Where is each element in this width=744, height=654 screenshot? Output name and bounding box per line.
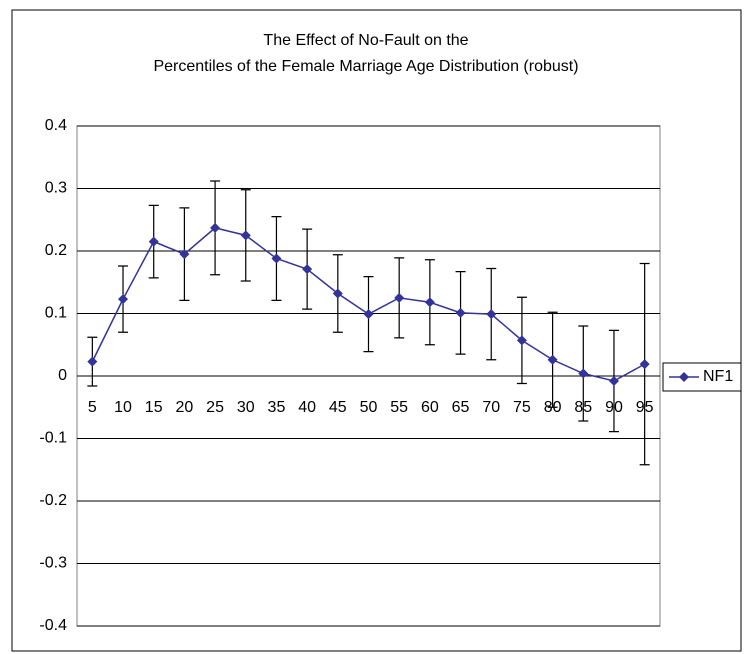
x-tick-label: 30: [237, 399, 255, 416]
data-point: [424, 297, 435, 308]
x-tick-label: 35: [268, 399, 286, 416]
x-tick-label: 65: [452, 399, 470, 416]
data-point: [271, 253, 282, 264]
x-tick-label: 20: [175, 399, 193, 416]
y-tick-label: 0.1: [45, 305, 67, 322]
y-tick-label: -0.4: [39, 617, 67, 634]
y-tick-label: -0.1: [39, 430, 67, 447]
data-point: [240, 230, 251, 241]
chart-title: The Effect of No-Fault on the: [263, 32, 468, 49]
data-point: [302, 264, 313, 275]
chart-border: [11, 9, 742, 652]
y-tick-label: 0: [58, 367, 67, 384]
data-point: [118, 294, 129, 305]
y-tick-label: 0.2: [45, 242, 67, 259]
x-tick-label: 50: [360, 399, 378, 416]
data-point: [210, 222, 221, 233]
x-tick-label: 25: [206, 399, 224, 416]
x-tick-label: 45: [329, 399, 347, 416]
legend-marker: [679, 372, 689, 382]
x-tick-label: 15: [145, 399, 163, 416]
y-tick-label: -0.2: [39, 492, 67, 509]
chart-title: Percentiles of the Female Marriage Age D…: [153, 58, 578, 75]
x-tick-label: 40: [298, 399, 316, 416]
data-point: [363, 309, 374, 320]
y-tick-label: 0.4: [45, 117, 67, 134]
data-point: [578, 368, 589, 379]
data-point: [332, 288, 343, 299]
data-point: [394, 292, 405, 303]
y-tick-label: -0.3: [39, 555, 67, 572]
y-tick-label: 0.3: [45, 180, 67, 197]
x-tick-label: 10: [114, 399, 132, 416]
x-tick-label: 5: [88, 399, 97, 416]
legend-label: NF1: [703, 368, 733, 385]
data-point: [148, 236, 159, 247]
x-tick-label: 75: [513, 399, 531, 416]
data-point: [516, 335, 527, 346]
data-point: [455, 307, 466, 318]
x-tick-label: 70: [482, 399, 500, 416]
data-point: [639, 359, 650, 370]
data-point: [179, 249, 190, 260]
data-point: [486, 309, 497, 320]
data-point: [547, 354, 558, 365]
x-tick-label: 60: [421, 399, 439, 416]
data-point: [608, 376, 619, 386]
data-point: [87, 356, 98, 367]
x-tick-label: 55: [390, 399, 408, 416]
